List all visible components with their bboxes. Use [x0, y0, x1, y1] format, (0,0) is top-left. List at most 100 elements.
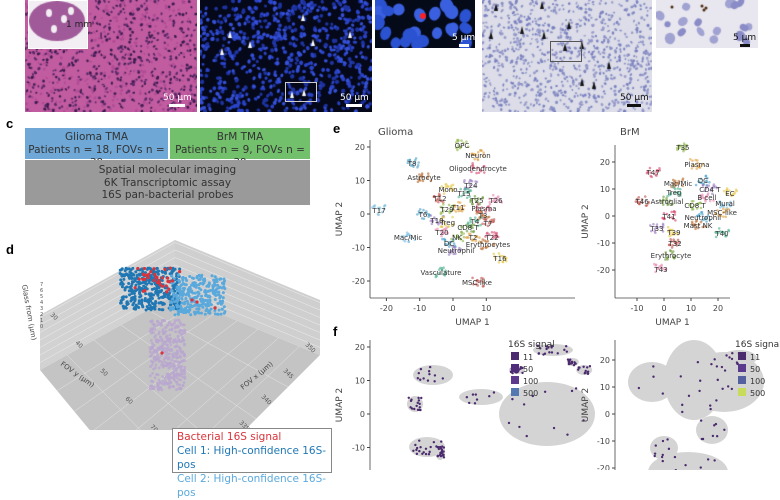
cluster-point	[421, 175, 425, 179]
fluorescence-16s-image	[200, 0, 372, 112]
cluster-point	[495, 233, 499, 237]
cluster-label: Treg	[439, 219, 455, 227]
cluster-point	[426, 172, 430, 175]
cluster-point	[714, 231, 718, 235]
cluster-point	[721, 204, 724, 208]
cell-2-point-lower	[165, 337, 169, 341]
16s-positive-cell	[416, 401, 419, 404]
cluster-point	[483, 215, 487, 219]
cluster-point	[459, 237, 463, 241]
cell-2-point-lower	[163, 326, 167, 330]
cell-2-point-lower	[156, 319, 159, 323]
cluster-point	[454, 210, 458, 213]
cluster-point	[670, 185, 673, 189]
legend-cell-1: Cell 1: High-confidence 16S-pos	[177, 445, 327, 471]
cluster-point	[702, 218, 706, 221]
16s-positive-cell	[433, 380, 436, 383]
cell-2-point	[184, 283, 188, 287]
16s-positive-cell	[570, 389, 574, 393]
cluster-point	[694, 158, 697, 162]
legend-label: 100	[523, 377, 538, 386]
cluster-label: T3	[478, 212, 488, 220]
cluster-point	[476, 158, 480, 162]
cell-1-point	[133, 307, 137, 311]
cell-2-point-lower	[177, 363, 180, 367]
cluster-point	[723, 232, 727, 235]
16s-positive-cell	[681, 403, 684, 407]
bacterial-16s-point	[152, 278, 156, 283]
cluster-point	[481, 277, 485, 281]
16s-positive-cell	[556, 352, 559, 355]
scale-label: 1 mm	[66, 20, 93, 30]
cluster-point	[433, 216, 436, 219]
16s-positive-cell	[418, 449, 421, 453]
16s-positive-cell	[679, 375, 682, 378]
cell-2-point-lower	[156, 324, 159, 327]
cell-2-point-lower	[179, 387, 182, 391]
cell-1-point	[164, 271, 168, 275]
cell-2-point-lower	[168, 380, 172, 383]
umap-background-cells	[533, 344, 573, 356]
cell-1-point	[119, 301, 123, 305]
cluster-point	[648, 166, 652, 170]
cluster-point	[487, 205, 490, 208]
ihc-scale-bar: 50 µm	[620, 93, 649, 107]
16s-positive-cell	[572, 363, 576, 367]
16s-positive-cell	[569, 362, 573, 365]
x-tick-label: -10	[630, 304, 643, 313]
16s-positive-cell	[716, 378, 719, 382]
cell-1-point	[130, 291, 134, 295]
cluster-point	[672, 233, 676, 236]
cluster-point	[660, 263, 664, 267]
cell-2-point	[218, 277, 222, 281]
cell-2-point-lower	[163, 350, 167, 353]
cell-1-point	[157, 307, 161, 311]
bacterial-16s-point	[155, 275, 159, 279]
cluster-point	[476, 166, 479, 169]
cluster-point	[473, 197, 477, 201]
cluster-point	[724, 215, 728, 219]
cluster-point	[688, 157, 692, 161]
cluster-point	[677, 179, 681, 183]
cluster-point	[417, 161, 420, 164]
cluster-point	[431, 220, 435, 223]
fish-scale-bar: 50 µm	[340, 93, 369, 107]
cell-2-point-lower	[173, 321, 176, 325]
cluster-point	[504, 259, 508, 263]
cell-2-point-lower	[158, 347, 162, 351]
cell-2-point-lower	[181, 359, 185, 362]
cluster-point	[479, 247, 483, 250]
16s-positive-cell	[427, 370, 431, 373]
y-tick-label: 10	[600, 185, 610, 194]
cell-1-point	[137, 301, 141, 305]
16s-positive-cell	[441, 377, 445, 380]
16s-positive-cell	[415, 404, 418, 408]
cell-2-point	[169, 308, 173, 312]
16s-positive-cell	[518, 425, 521, 429]
cell-2-point	[207, 309, 211, 313]
16s-positive-cell	[439, 447, 443, 450]
cell-2-point-lower	[150, 363, 154, 367]
legend-label: 50	[523, 365, 533, 374]
cell-2-point-lower	[176, 352, 179, 356]
cell-2-point	[196, 294, 200, 298]
cluster-point	[484, 207, 488, 211]
cluster-point	[640, 201, 644, 204]
cluster-point	[698, 193, 702, 197]
16s-positive-cell	[721, 387, 724, 390]
grid-line	[174, 272, 320, 333]
cluster-point	[486, 239, 490, 243]
legend-title: 16S signal	[735, 340, 780, 350]
16s-positive-cell	[543, 390, 547, 393]
grid-line	[174, 249, 320, 311]
cluster-point	[427, 174, 430, 178]
16s-positive-cell	[525, 434, 528, 438]
cluster-point	[638, 202, 641, 206]
cluster-point	[669, 192, 673, 196]
cell-2-point-lower	[160, 388, 164, 392]
grid-line	[174, 337, 279, 430]
x-tick-label: 10	[481, 304, 491, 313]
cluster-label: DC	[444, 240, 454, 248]
cluster-label: T26	[488, 197, 503, 205]
